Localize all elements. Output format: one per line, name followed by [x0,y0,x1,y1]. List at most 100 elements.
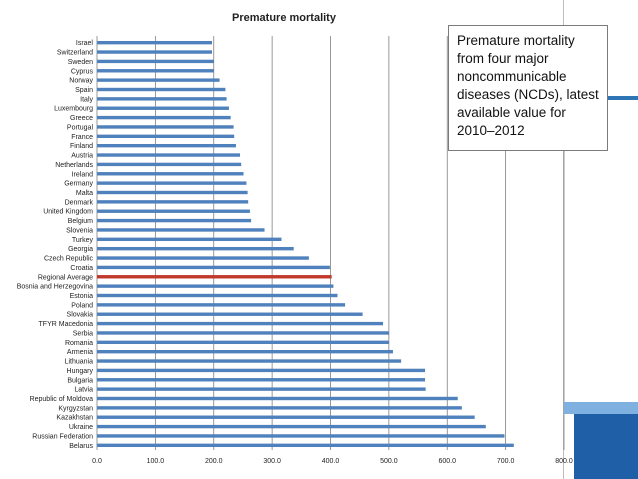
bar [97,237,282,242]
category-label: Portugal [67,124,94,131]
category-label: Slovenia [66,227,93,234]
bar [97,443,514,448]
category-label: TFYR Macedonia [39,321,94,328]
category-label: Cyprus [71,68,94,75]
category-label: Denmark [65,199,94,206]
category-label: Armenia [67,349,93,356]
category-label: Slovakia [67,312,94,319]
note-box: Premature mortality from four major nonc… [448,25,608,151]
bar [97,265,330,270]
category-label: Estonia [70,293,93,300]
bar [97,78,220,82]
category-label: Germany [64,181,93,188]
category-label: Latvia [74,387,93,394]
x-tick-label: 200.0 [205,458,223,465]
bar [97,256,309,260]
category-label: Croatia [70,265,93,272]
bars [97,40,514,448]
category-label: Netherlands [55,162,93,169]
bar [97,134,235,139]
category-label: Lithuania [65,359,94,366]
category-label: Regional Average [38,274,93,281]
bar [97,340,389,345]
bar [97,115,231,120]
category-label: Italy [80,96,93,103]
x-tick-label: 0.0 [92,458,102,465]
x-tick-label: 600.0 [438,458,456,465]
category-label: Bulgaria [67,377,93,384]
category-label: Ukraine [69,424,93,431]
bar [97,321,384,326]
bar [97,190,248,195]
x-tick-label: 300.0 [263,458,281,465]
bar [97,181,247,185]
category-label: Finland [70,143,93,150]
bar [97,303,346,307]
bar [97,246,294,251]
x-tick-labels: 0.0 100.0 200.0 300.0 400.0 500.0 600.0 700.0 80… [92,458,573,465]
bar [97,125,234,129]
category-label: Bosnia and Herzegovina [17,284,93,291]
bar [97,415,475,419]
bar [97,293,338,298]
category-label: Switzerland [57,50,93,57]
category-label: Sweden [68,59,93,66]
category-label: Kyrgyzstan [58,405,93,412]
bar-regional-average [97,275,332,279]
bar [97,228,265,232]
x-tick-label: 500.0 [380,458,398,465]
category-labels: Israel Switzerland Sweden Cyprus Norway Spain… [17,40,94,450]
category-label: Ireland [72,171,94,178]
category-label: Austria [71,153,93,160]
bar [97,284,334,288]
chart-title: Premature mortality [232,12,337,24]
bar [97,396,458,401]
bar [97,218,252,223]
note-text: Premature mortality from four major nonc… [457,33,599,138]
x-tick-label: 400.0 [322,458,340,465]
bar [97,434,505,438]
x-tick-label: 800.0 [555,458,573,465]
decorative-corner-dark [574,414,638,479]
bar [97,153,241,157]
bar [97,40,212,45]
bar [97,97,227,101]
bar [97,378,426,382]
bar [97,200,249,204]
category-label: Belarus [69,443,93,450]
category-label: Hungary [67,368,94,375]
bar [97,368,426,373]
category-label: Malta [76,190,93,197]
category-label: Republic of Moldova [30,396,94,403]
category-label: Spain [75,87,93,94]
category-label: Norway [69,78,93,85]
category-label: Serbia [73,330,93,337]
category-label: Greece [70,115,93,122]
category-label: Kazakhstan [56,415,93,422]
bar [97,349,393,354]
category-label: Turkey [72,237,94,244]
decorative-accent-line [608,96,638,100]
bar [97,387,426,391]
x-tick-label: 100.0 [147,458,165,465]
category-label: France [71,134,93,141]
bar [97,87,226,92]
bar [97,59,214,64]
bar [97,359,402,363]
bar [97,106,229,110]
category-label: Poland [71,302,93,309]
x-tick-label: 700.0 [497,458,515,465]
bar [97,162,242,167]
bar [97,424,486,429]
category-label: Czech Republic [44,256,94,263]
category-label: Israel [76,40,94,47]
category-label: United Kingdom [43,209,93,216]
bar [97,50,212,54]
bar [97,312,363,316]
category-label: Russian Federation [32,433,93,440]
chart-frame [563,0,564,479]
decorative-corner-light [564,402,638,414]
bar [97,331,389,335]
